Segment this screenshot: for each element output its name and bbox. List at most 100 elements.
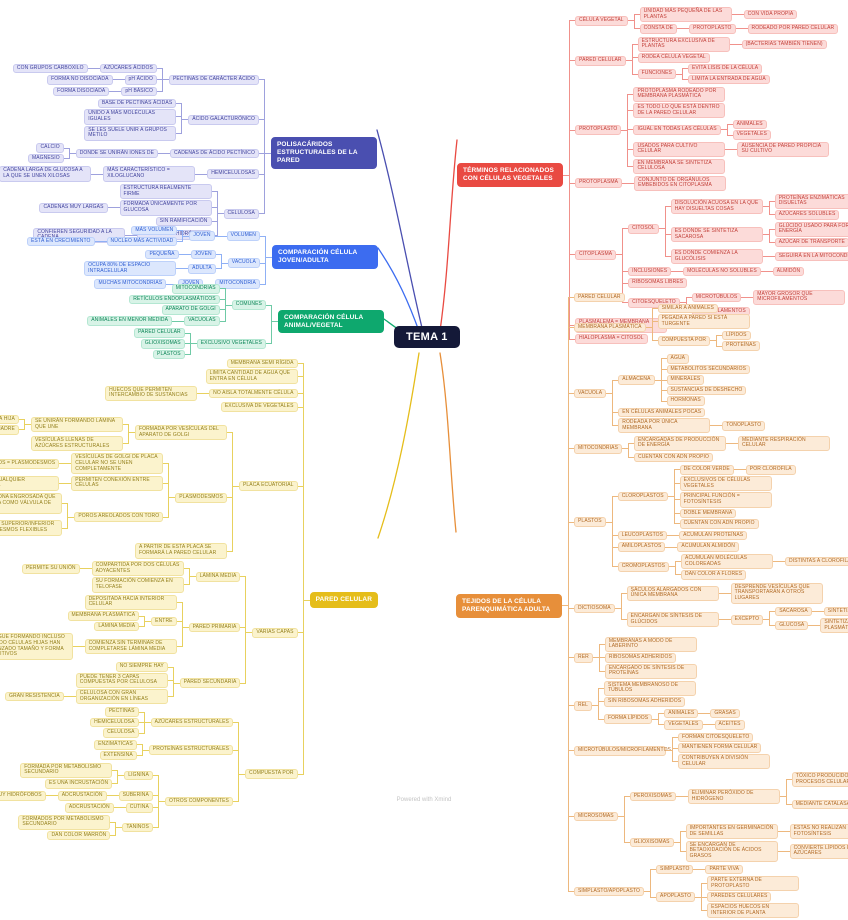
- topic-node[interactable]: VEGETALES: [664, 720, 703, 730]
- topic-node[interactable]: SÁCULOS ALARGADOS CON ÚNICA MEMBRANA: [626, 585, 719, 601]
- topic-node[interactable]: ELIMINAR PERÓXIDO DE HIDRÓGENO: [687, 788, 780, 805]
- topic-node[interactable]: PAREDES CELULARES: [707, 892, 772, 902]
- topic-node[interactable]: TÓXICO PRODUCIDO EN PROCESOS CELULARES: [791, 772, 848, 788]
- topic-node[interactable]: CUENTAN CON ADN PROPIO: [679, 519, 759, 529]
- topic-node[interactable]: ENCARGAN DE SÍNTESIS DE GLÚCIDOS: [626, 612, 719, 628]
- topic-node[interactable]: FUNCIONES: [637, 69, 676, 79]
- topic-node[interactable]: ES DONDE SE SINTETIZA SACAROSA: [670, 226, 763, 243]
- topic-node[interactable]: SINTETIZADA EN CITOSOL: [823, 606, 848, 617]
- topic-node[interactable]: DISTINTAS A CLOROFILA: [785, 556, 848, 567]
- topic-node[interactable]: PLASMODESMOS: [175, 492, 227, 503]
- topic-node[interactable]: DAN COLOR A FLORES: [681, 570, 747, 580]
- topic-node[interactable]: pH ÁCIDO: [124, 75, 157, 85]
- topic-node[interactable]: VESÍCULAS LLENAS DE AZÚCARES ESTRUCTURAL…: [30, 436, 123, 452]
- topic-node[interactable]: SE UNIRÁN FORMANDO LÁMINA QUE UNE: [30, 417, 123, 433]
- topic-node[interactable]: SU FORMACIÓN COMIENZA EN TELOFASE: [91, 577, 184, 593]
- topic-node[interactable]: EN MEMBRANA SE SINTETIZA CELULOSA: [633, 158, 726, 174]
- topic-node[interactable]: DE COLOR VERDE: [679, 465, 734, 475]
- topic-node[interactable]: HUECOS = PLASMODESMOS: [0, 459, 60, 469]
- topic-node[interactable]: CUENTAN CON ADN PROPIO: [634, 452, 714, 463]
- topic-node[interactable]: MÁS CARACTERÍSTICO = XILOGLUCANO: [103, 166, 196, 182]
- topic-node[interactable]: VEGETALES: [732, 130, 771, 140]
- topic-node[interactable]: MUY HIDRÓFOBOS: [0, 791, 46, 801]
- topic-node[interactable]: ALMIDÓN: [772, 266, 805, 277]
- topic-node[interactable]: APOPLASTO: [656, 892, 696, 902]
- topic-node[interactable]: NÚCLEO MÁS ACTIVIDAD: [106, 236, 178, 247]
- topic-node[interactable]: EN CÉLULAS ANIMALES POCAS: [618, 407, 706, 418]
- topic-node[interactable]: SE LES SUELE UNIR A GRUPOS METILO: [84, 125, 177, 141]
- topic-node[interactable]: OCUPA 80% DE ESPACIO INTRACELULAR: [84, 261, 177, 277]
- topic-node[interactable]: UNIDO A MÁS MOLÉCULAS IGUALES: [84, 109, 177, 125]
- branch-topic[interactable]: POLISACÁRIDOS ESTRUCTURALES DE LA PARED: [271, 137, 377, 169]
- topic-node[interactable]: CLOROPLASTOS: [617, 491, 668, 502]
- topic-node[interactable]: PERMITE SU UNIÓN: [21, 563, 80, 574]
- topic-node[interactable]: PROTEÍNAS ENZIMÁTICAS DISUELTAS: [774, 193, 848, 210]
- topic-node[interactable]: MEMBRANAS A MODO DE LABERINTO: [604, 636, 697, 652]
- topic-node[interactable]: PARED CELULAR: [574, 292, 625, 303]
- topic-node[interactable]: ESTÁ EN CRECIMIENTO: [26, 236, 95, 247]
- topic-node[interactable]: EXCLUSIVA DE VEGETALES: [220, 402, 298, 413]
- topic-node[interactable]: CONTRIBUYEN A DIVISIÓN CELULAR: [678, 753, 770, 770]
- topic-node[interactable]: MINERALES: [666, 375, 705, 385]
- topic-node[interactable]: PRINCIPAL FUNCIÓN = FOTOSÍNTESIS: [679, 492, 772, 508]
- topic-node[interactable]: GLUCOSA: [775, 620, 809, 631]
- topic-node[interactable]: ACEITES: [714, 720, 745, 730]
- topic-node[interactable]: CÉLULA MADRE: [0, 425, 19, 435]
- topic-node[interactable]: RER: [574, 652, 593, 663]
- topic-node[interactable]: DEPOSITADA HACIA INTERIOR CELULAR: [84, 594, 177, 610]
- topic-node[interactable]: HORMONAS: [666, 396, 705, 407]
- topic-node[interactable]: CONJUNTO DE ORGÁNULOS EMBEBIDOS EN CITOP…: [634, 175, 727, 191]
- topic-node[interactable]: LÁMINA MEDIA: [94, 621, 140, 632]
- topic-node[interactable]: MAGNESIO: [27, 153, 64, 164]
- topic-node[interactable]: MEDIANTE CATALASA: [791, 799, 848, 810]
- topic-node[interactable]: PROTEÍNAS ESTRUCTURALES: [148, 745, 233, 755]
- topic-node[interactable]: JOVEN: [190, 249, 216, 260]
- topic-node[interactable]: PECTINAS: [104, 707, 139, 717]
- topic-node[interactable]: SEGUIRÁ EN LA MITOCONDRIA: [774, 251, 848, 262]
- topic-node[interactable]: ADCRUSTACIÓN: [57, 791, 107, 801]
- branch-topic[interactable]: TÉRMINOS RELACIONADOS CON CÉLULAS VEGETA…: [457, 163, 563, 187]
- topic-node[interactable]: USADOS PARA CULTIVO CELULAR: [633, 141, 726, 157]
- topic-node[interactable]: VARIAS CAPAS: [252, 627, 298, 638]
- topic-node[interactable]: CUTINA: [125, 803, 153, 813]
- topic-node[interactable]: PROTEÍNAS: [722, 341, 760, 352]
- topic-node[interactable]: ES DONDE COMIENZA LA GLUCÓLISIS: [670, 248, 763, 265]
- topic-node[interactable]: LIGNINA: [124, 770, 153, 781]
- topic-node[interactable]: CONVIERTE LÍPIDOS EN AZÚCARES: [789, 843, 848, 859]
- topic-node[interactable]: DISOLUCIÓN ACUOSA EN LA QUE HAY DISUELTA…: [670, 199, 763, 215]
- topic-node[interactable]: ESTAS NO REALIZAN FOTOSÍNTESIS: [789, 824, 848, 840]
- topic-node[interactable]: RODEA CÉLULA VEGETAL: [637, 52, 710, 63]
- topic-node[interactable]: PROTOPLASTO: [689, 24, 736, 34]
- topic-node[interactable]: CALCIO: [36, 143, 64, 153]
- topic-node[interactable]: GLIOXISOMAS: [629, 837, 674, 848]
- topic-node[interactable]: HEMICELULOSAS: [207, 169, 259, 179]
- topic-node[interactable]: ACUMULAN MOLÉCULAS COLOREADAS: [681, 553, 774, 570]
- topic-node[interactable]: FORMAN CITOESQUELETO: [678, 732, 754, 743]
- topic-node[interactable]: SACAROSA: [775, 606, 812, 617]
- topic-node[interactable]: BASE DE PECTINAS ÁCIDAS: [97, 98, 177, 109]
- topic-node[interactable]: DICTIOSOMA: [574, 603, 615, 614]
- topic-node[interactable]: ANIMALES: [732, 119, 767, 130]
- topic-node[interactable]: ADCRUSTACIÓN: [64, 803, 114, 813]
- topic-node[interactable]: AUSENCIA DE PARED PROPICIA SU CULTIVO: [737, 141, 830, 157]
- topic-node[interactable]: INCLUSIONES: [628, 266, 672, 277]
- topic-node[interactable]: CADENAS MUY LARGAS: [39, 203, 108, 213]
- topic-node[interactable]: LIMITA CANTIDAD DE AGUA QUE ENTRA EN CÉL…: [205, 369, 298, 385]
- topic-node[interactable]: DONDE SE UNIRÁN IONES DE: [75, 148, 159, 159]
- topic-node[interactable]: PROTOPLASTO: [575, 125, 622, 136]
- central-topic[interactable]: TEMA 1: [394, 326, 460, 348]
- topic-node[interactable]: PARED PRIMARIA: [188, 622, 241, 633]
- topic-node[interactable]: PUEDE TENER 3 CAPAS COMPUESTAS POR CELUL…: [75, 672, 168, 689]
- topic-node[interactable]: EN PARTE SUPERIOR/INFERIOR PLASMODESMOS …: [0, 520, 63, 536]
- topic-node[interactable]: ES UNA INCRUSTACIÓN: [44, 778, 113, 789]
- topic-node[interactable]: MITOCONDRIAS: [574, 443, 622, 454]
- topic-node[interactable]: LIMITA LA ENTRADA DE AGUA: [687, 74, 770, 85]
- topic-node[interactable]: MANTIENEN FORMA CELULAR: [678, 743, 762, 753]
- topic-node[interactable]: ES TODO LO QUE ESTÁ DENTRO DE LA PARED C…: [633, 102, 726, 119]
- topic-node[interactable]: RETÍCULOS ENDOPLASMÁTICOS: [129, 294, 220, 305]
- topic-node[interactable]: ESTRUCTURA REALMENTE FIRME: [119, 184, 212, 200]
- topic-node[interactable]: ACUMULAN PROTEÍNAS: [679, 530, 748, 541]
- topic-node[interactable]: LÁMINA MEDIA: [195, 572, 241, 582]
- topic-node[interactable]: REL: [574, 700, 593, 711]
- topic-node[interactable]: ÁCIDO GALACTURÓNICO: [188, 114, 259, 125]
